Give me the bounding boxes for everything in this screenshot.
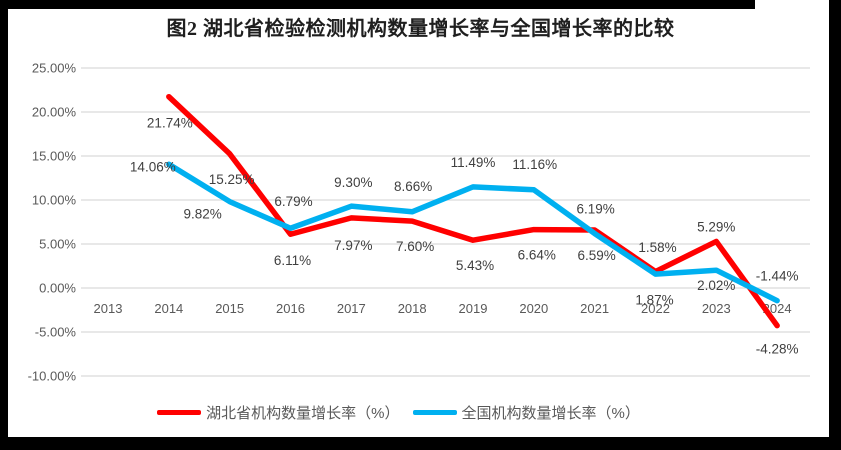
data-label: 1.58% — [638, 240, 676, 255]
legend-label-national: 全国机构数量增长率（%） — [461, 405, 640, 422]
legend-swatch-national-icon — [412, 410, 457, 415]
legend-swatch-hubei-icon — [157, 410, 202, 415]
x-tick-label: 2017 — [337, 301, 366, 316]
data-label: -1.44% — [756, 269, 799, 284]
data-label: 9.30% — [334, 175, 372, 190]
image-frame-left — [0, 0, 8, 450]
legend-item-national: 全国机构数量增长率（%） — [412, 402, 640, 423]
x-tick-label: 2018 — [398, 301, 427, 316]
data-label: 5.29% — [697, 219, 735, 234]
y-tick-label: 15.00% — [32, 149, 77, 164]
x-tick-label: 2023 — [702, 301, 731, 316]
y-tick-label: -5.00% — [35, 325, 77, 340]
x-tick-label: 2019 — [459, 301, 488, 316]
x-tick-label: 2022 — [641, 301, 670, 316]
x-tick-label: 2015 — [215, 301, 244, 316]
data-label: 11.16% — [512, 157, 557, 172]
data-label: 6.19% — [576, 202, 614, 217]
chart-title: 图2 湖北省检验检测机构数量增长率与全国增长率的比较 — [166, 18, 675, 40]
data-label: 15.25% — [209, 172, 255, 187]
image-frame-right — [829, 0, 841, 450]
data-label: 14.06% — [130, 159, 176, 174]
data-label: 6.79% — [274, 194, 312, 209]
data-label: 21.74% — [147, 116, 193, 131]
y-tick-label: 0.00% — [39, 281, 76, 296]
y-tick-label: 20.00% — [32, 105, 77, 120]
x-tick-label: 2014 — [154, 301, 183, 316]
y-tick-label: 10.00% — [32, 193, 77, 208]
data-label: 11.49% — [451, 155, 496, 170]
series-line-1 — [166, 161, 780, 304]
data-label: -4.28% — [756, 342, 799, 357]
series-line-0 — [166, 93, 780, 329]
data-label: 7.60% — [396, 239, 434, 254]
legend-item-hubei: 湖北省机构数量增长率（%） — [157, 402, 400, 423]
y-tick-label: 5.00% — [39, 237, 76, 252]
data-label: 8.66% — [394, 179, 432, 194]
image-frame-top — [0, 0, 755, 9]
data-label: 6.59% — [577, 248, 615, 263]
data-label: 5.43% — [456, 258, 494, 273]
data-label: 6.64% — [518, 248, 556, 263]
x-tick-label: 2016 — [276, 301, 305, 316]
image-frame-bottom — [0, 437, 841, 450]
y-tick-label: -10.00% — [28, 369, 77, 384]
y-tick-label: 25.00% — [32, 61, 77, 76]
x-tick-label: 2020 — [519, 301, 548, 316]
legend: 湖北省机构数量增长率（%） 全国机构数量增长率（%） — [0, 402, 819, 423]
data-label: 1.87% — [635, 293, 673, 308]
x-tick-label: 2013 — [94, 301, 123, 316]
x-tick-label: 2021 — [580, 301, 609, 316]
data-label: 2.02% — [697, 278, 735, 293]
data-label: 7.97% — [334, 238, 372, 253]
data-label: 6.11% — [274, 253, 311, 268]
data-label: 9.82% — [184, 207, 222, 222]
legend-label-hubei: 湖北省机构数量增长率（%） — [206, 405, 400, 422]
